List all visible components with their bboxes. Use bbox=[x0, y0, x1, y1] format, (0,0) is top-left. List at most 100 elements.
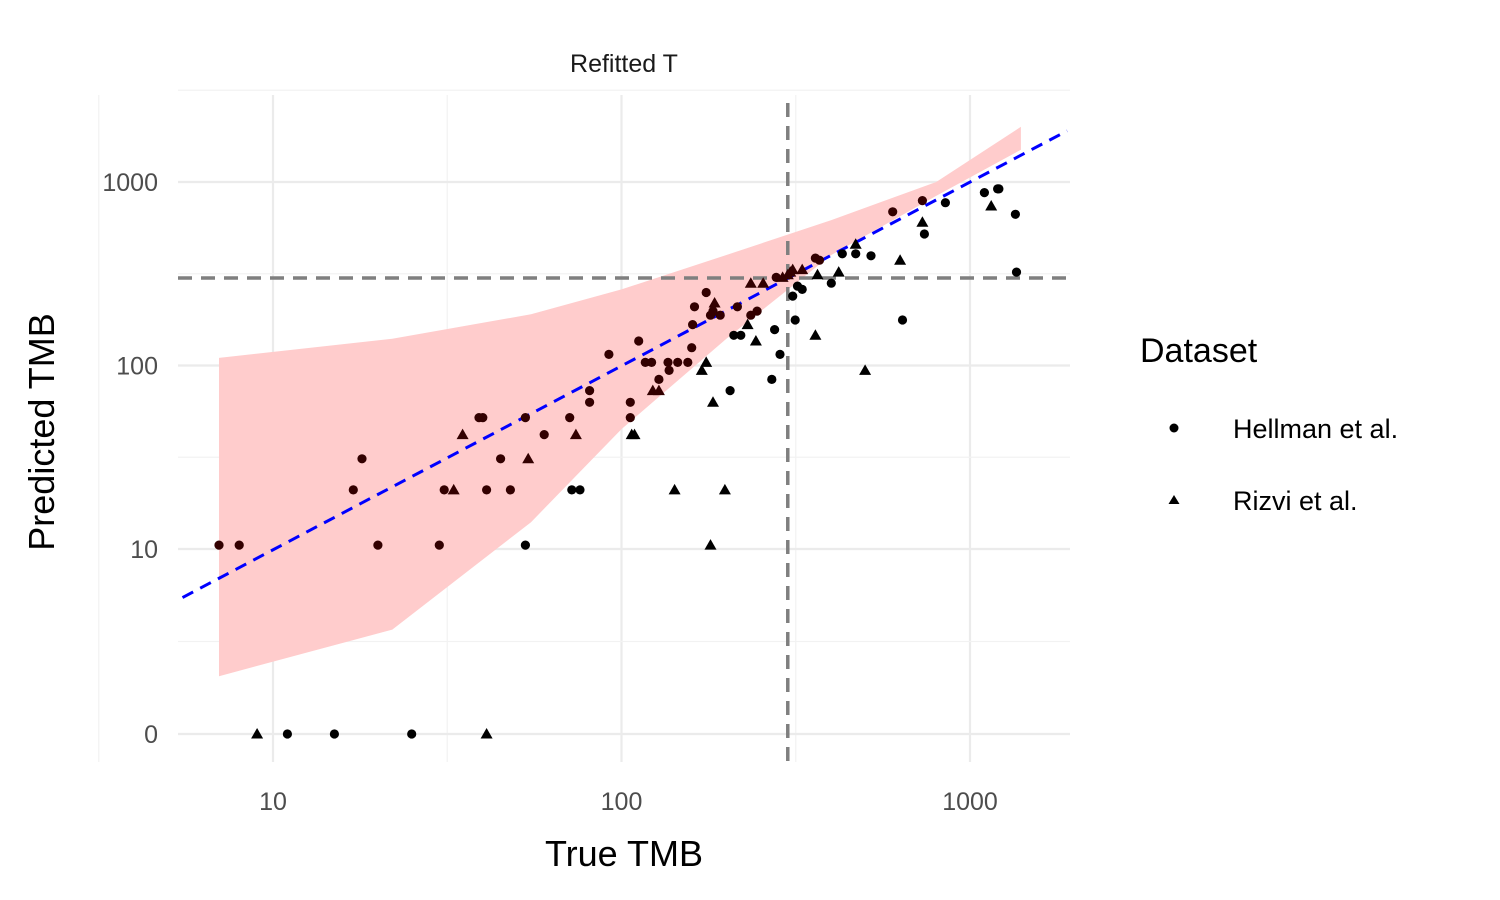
data-point-rizvi bbox=[811, 268, 824, 280]
facet-title: Refitted T bbox=[570, 50, 678, 78]
data-point-rizvi bbox=[707, 396, 719, 407]
data-point-hellman bbox=[565, 413, 575, 423]
y-tick-label: 10 bbox=[130, 536, 158, 564]
data-point-rizvi bbox=[849, 238, 862, 249]
data-point-hellman bbox=[826, 278, 836, 288]
data-point-hellman bbox=[520, 413, 531, 423]
data-point-rizvi bbox=[251, 728, 264, 739]
data-point-hellman bbox=[837, 249, 847, 259]
data-point-hellman bbox=[788, 291, 798, 301]
data-point-hellman bbox=[539, 430, 549, 440]
legend-label-rizvi: Rizvi et al. bbox=[1233, 486, 1358, 516]
data-point-hellman bbox=[732, 302, 743, 312]
data-point-hellman bbox=[767, 374, 777, 384]
data-point-hellman bbox=[505, 485, 515, 495]
data-point-rizvi bbox=[985, 200, 998, 211]
data-point-hellman bbox=[567, 485, 577, 495]
data-point-hellman bbox=[634, 336, 644, 346]
data-point-rizvi bbox=[447, 483, 460, 495]
data-point-hellman bbox=[689, 302, 700, 312]
data-point-hellman bbox=[625, 413, 635, 423]
data-point-hellman bbox=[439, 485, 449, 495]
legend-label-hellman: Hellman et al. bbox=[1233, 414, 1398, 444]
data-point-hellman bbox=[496, 454, 506, 464]
data-point-hellman bbox=[348, 485, 358, 495]
data-point-hellman bbox=[866, 251, 876, 261]
data-point-rizvi bbox=[744, 277, 757, 288]
data-point-rizvi bbox=[704, 539, 717, 550]
y-tick-label: 1000 bbox=[102, 169, 158, 197]
data-point-hellman bbox=[585, 397, 595, 407]
data-point-hellman bbox=[625, 397, 635, 407]
data-point-hellman bbox=[673, 357, 683, 367]
data-point-hellman bbox=[687, 343, 697, 353]
data-point-hellman bbox=[407, 729, 417, 739]
data-point-hellman bbox=[434, 540, 444, 550]
data-point-hellman bbox=[917, 196, 928, 206]
data-point-hellman bbox=[752, 306, 762, 316]
data-point-rizvi bbox=[741, 318, 754, 330]
data-point-hellman bbox=[888, 207, 898, 217]
data-point-hellman bbox=[736, 330, 746, 340]
data-point-rizvi bbox=[718, 483, 731, 495]
data-point-rizvi bbox=[706, 305, 719, 316]
data-points-layer bbox=[214, 184, 1022, 739]
data-point-hellman bbox=[683, 357, 693, 367]
data-point-hellman bbox=[1011, 267, 1022, 277]
data-point-hellman bbox=[701, 287, 711, 298]
data-point-hellman bbox=[725, 386, 735, 396]
data-point-hellman bbox=[940, 198, 951, 208]
data-point-rizvi bbox=[749, 335, 762, 346]
data-point-rizvi bbox=[652, 384, 665, 396]
identity-line bbox=[181, 129, 1068, 599]
data-point-hellman bbox=[214, 540, 224, 550]
data-point-hellman bbox=[790, 315, 800, 325]
data-point-hellman bbox=[357, 454, 367, 464]
reference-lines-layer bbox=[178, 103, 1070, 762]
data-point-hellman bbox=[654, 374, 664, 384]
data-point-rizvi bbox=[894, 254, 907, 265]
data-point-hellman bbox=[814, 255, 825, 265]
x-axis-title: True TMB bbox=[545, 833, 703, 874]
data-point-hellman bbox=[688, 320, 698, 330]
data-point-hellman bbox=[729, 330, 739, 340]
data-point-hellman bbox=[994, 184, 1004, 194]
legend-key-triangle-icon bbox=[1168, 495, 1180, 504]
legend: Dataset Hellman et al. Rizvi et al. bbox=[1140, 332, 1398, 516]
legend-key-circle-icon bbox=[1169, 423, 1179, 433]
data-point-hellman bbox=[640, 357, 650, 367]
data-point-rizvi bbox=[569, 428, 582, 440]
data-point-hellman bbox=[851, 249, 861, 259]
data-point-rizvi bbox=[522, 452, 535, 464]
x-tick-label: 1000 bbox=[942, 788, 998, 816]
data-point-hellman bbox=[770, 325, 780, 335]
data-point-rizvi bbox=[695, 364, 708, 375]
data-point-hellman bbox=[373, 540, 383, 550]
prediction-band-layer bbox=[219, 126, 1021, 677]
data-point-hellman bbox=[715, 310, 725, 320]
data-point-hellman bbox=[478, 413, 488, 423]
data-point-hellman bbox=[604, 349, 614, 359]
data-point-rizvi bbox=[832, 266, 845, 277]
data-point-hellman bbox=[663, 357, 673, 367]
data-point-hellman bbox=[520, 540, 531, 550]
data-point-hellman bbox=[775, 349, 785, 359]
x-tick-label: 100 bbox=[601, 788, 643, 816]
data-point-rizvi bbox=[796, 263, 809, 275]
data-point-hellman bbox=[647, 357, 657, 367]
data-point-rizvi bbox=[916, 216, 929, 227]
data-point-rizvi bbox=[859, 364, 872, 375]
data-point-hellman bbox=[897, 315, 908, 325]
data-point-hellman bbox=[575, 485, 585, 495]
y-tick-label: 100 bbox=[116, 353, 158, 381]
data-point-rizvi bbox=[456, 428, 469, 440]
prediction-interval-band bbox=[219, 126, 1021, 677]
data-point-hellman bbox=[482, 485, 492, 495]
data-point-rizvi bbox=[628, 428, 641, 440]
y-axis-title: Predicted TMB bbox=[21, 313, 62, 550]
data-point-rizvi bbox=[668, 483, 681, 495]
x-tick-label: 10 bbox=[259, 788, 287, 816]
data-point-hellman bbox=[1010, 209, 1021, 219]
data-point-hellman bbox=[282, 729, 292, 739]
